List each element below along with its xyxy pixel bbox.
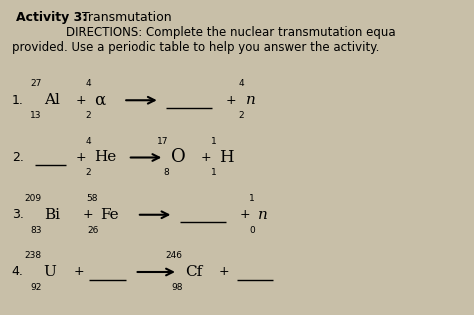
Text: U: U — [44, 265, 56, 279]
Text: provided. Use a periodic table to help you answer the activity.: provided. Use a periodic table to help y… — [12, 42, 379, 54]
Text: Al: Al — [44, 93, 60, 107]
Text: 2: 2 — [86, 111, 91, 120]
Text: 13: 13 — [30, 111, 41, 120]
Text: H: H — [219, 149, 233, 166]
Text: 238: 238 — [24, 251, 41, 260]
Text: 98: 98 — [171, 283, 182, 292]
Text: 1: 1 — [211, 168, 217, 177]
Text: 2: 2 — [238, 111, 244, 120]
Text: 27: 27 — [30, 79, 41, 89]
Text: 1: 1 — [249, 194, 255, 203]
Text: 8: 8 — [163, 168, 169, 177]
Text: 83: 83 — [30, 226, 41, 235]
Text: 209: 209 — [24, 194, 41, 203]
Text: 1: 1 — [211, 137, 217, 146]
Text: 246: 246 — [165, 251, 182, 260]
Text: +: + — [75, 94, 86, 107]
Text: Transmutation: Transmutation — [82, 10, 172, 24]
Text: +: + — [75, 151, 86, 164]
Text: +: + — [219, 266, 229, 278]
Text: n: n — [246, 93, 256, 107]
Text: Fe: Fe — [100, 208, 119, 222]
Text: 2.: 2. — [12, 151, 24, 164]
Text: 3.: 3. — [12, 208, 24, 221]
Text: 17: 17 — [157, 137, 169, 146]
Text: 2: 2 — [86, 168, 91, 177]
Text: α: α — [94, 92, 105, 109]
Text: n: n — [257, 208, 267, 222]
Text: 92: 92 — [30, 283, 41, 292]
Text: 4.: 4. — [12, 266, 24, 278]
Text: +: + — [82, 208, 93, 221]
Text: 4: 4 — [86, 79, 91, 89]
Text: 26: 26 — [87, 226, 98, 235]
Text: +: + — [239, 208, 250, 221]
Text: Bi: Bi — [44, 208, 60, 222]
Text: 58: 58 — [87, 194, 98, 203]
Text: 4: 4 — [86, 137, 91, 146]
Text: +: + — [226, 94, 236, 107]
Text: O: O — [171, 148, 186, 167]
Text: Activity 3:: Activity 3: — [17, 10, 88, 24]
Text: 0: 0 — [249, 226, 255, 235]
Text: +: + — [73, 266, 84, 278]
Text: 1.: 1. — [12, 94, 24, 107]
Text: Cf: Cf — [185, 265, 202, 279]
Text: DIRECTIONS: Complete the nuclear transmutation equa: DIRECTIONS: Complete the nuclear transmu… — [66, 26, 396, 39]
Text: He: He — [94, 151, 116, 164]
Text: +: + — [201, 151, 211, 164]
Text: 4: 4 — [238, 79, 244, 89]
